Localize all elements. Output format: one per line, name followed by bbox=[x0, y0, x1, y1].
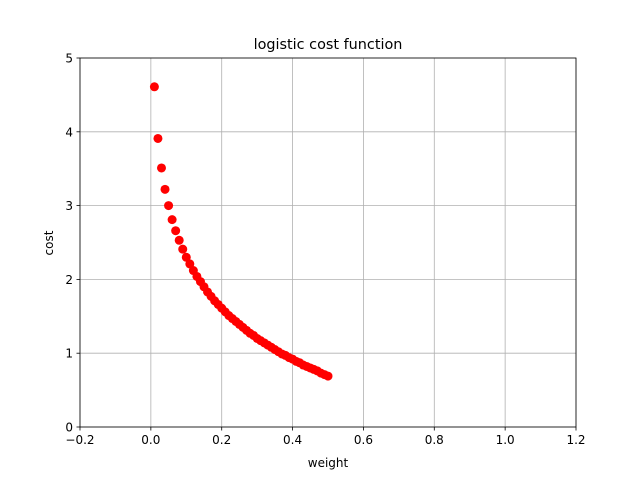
data-point bbox=[153, 133, 163, 143]
y-axis-label: cost bbox=[42, 230, 56, 255]
y-tick-label: 5 bbox=[65, 52, 73, 66]
data-point bbox=[156, 163, 166, 173]
x-tick-label: −0.2 bbox=[65, 433, 94, 447]
y-tick-label: 2 bbox=[65, 273, 73, 287]
y-tick-label: 3 bbox=[65, 199, 73, 213]
x-axis-ticks: −0.2 0.0 0.2 0.4 0.6 0.8 1.0 1.2 bbox=[65, 427, 586, 447]
x-axis-label: weight bbox=[308, 456, 349, 470]
data-point bbox=[185, 259, 195, 269]
y-tick-label: 1 bbox=[65, 347, 73, 361]
data-point bbox=[160, 184, 170, 194]
data-point bbox=[323, 371, 333, 381]
y-tick-label: 0 bbox=[65, 421, 73, 435]
x-tick-label: 0.0 bbox=[141, 433, 160, 447]
x-tick-label: 0.2 bbox=[212, 433, 231, 447]
data-point bbox=[174, 235, 184, 245]
data-point bbox=[181, 252, 191, 262]
x-tick-label: 1.0 bbox=[496, 433, 515, 447]
plot-area bbox=[80, 58, 576, 427]
plot-frame bbox=[79, 57, 577, 428]
x-tick-label: 0.8 bbox=[425, 433, 444, 447]
data-point bbox=[167, 215, 177, 225]
data-point bbox=[149, 82, 159, 92]
x-tick-label: 1.2 bbox=[566, 433, 585, 447]
data-point bbox=[178, 244, 188, 254]
x-tick-label: 0.4 bbox=[283, 433, 302, 447]
data-point bbox=[164, 201, 174, 211]
scatter-points bbox=[149, 82, 333, 381]
y-tick-label: 4 bbox=[65, 125, 73, 139]
x-tick-label: 0.6 bbox=[354, 433, 373, 447]
chart-title: logistic cost function bbox=[254, 37, 403, 53]
data-point bbox=[171, 226, 181, 236]
y-axis-ticks: 0 1 2 3 4 5 bbox=[65, 52, 80, 435]
